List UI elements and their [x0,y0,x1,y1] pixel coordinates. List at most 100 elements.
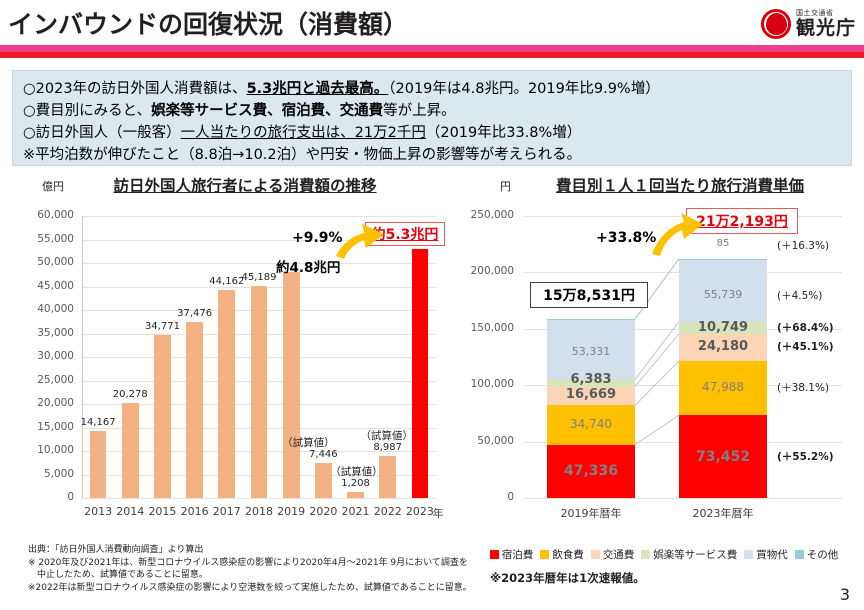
y-axis-tick-label: 50,000 [477,434,514,447]
legend-swatch [794,550,804,559]
growth-arrow-icon [652,213,703,256]
legend-swatch [641,550,651,559]
bar [250,285,268,498]
bar-value-label: 34,771 [144,320,180,332]
source-note-line: ※2022年は新型コロナウイルス感染症の影響により空港数を絞って実施したため、試… [28,582,472,593]
stacked-bar-segment [679,361,767,416]
y-axis-tick-label: 0 [507,491,514,503]
right-chart-panel: 円 費目別１人１回当たり旅行消費単価 0 50,000 100,000 150,000… [456,172,860,600]
gridline [82,216,436,217]
summary-line-1-c: （2019年は4.8兆円。2019年比9.9%増） [388,81,660,97]
gridline [82,263,436,264]
summary-line-1-a: ○2023年の訪日外国人消費額は、 [23,81,247,97]
legend-item: 宿泊費 [489,547,534,562]
stacked-segment-value-label: 85 [716,237,730,249]
left-chart-unit-label: 億円 [42,180,64,193]
y-axis-tick-label: 35,000 [37,326,74,339]
stacked-segment-value-label: 73,452 [695,448,751,465]
bar-value-label: 1,208 [341,478,370,490]
y-axis-tick-label: 250,000 [470,209,514,221]
stacked-bar-segment [679,333,767,361]
y-axis-tick-label: 15,000 [37,420,74,433]
y-axis-tick-label: 50,000 [37,256,74,268]
x-axis-tick-label: 2019 [277,505,306,518]
bar [186,321,203,498]
y-axis-tick-label: 5,000 [43,467,74,480]
legend-label: 交通費 [602,549,635,561]
x-axis-tick-label: 2014 [116,505,145,518]
x-axis-tick-label: 2023 [405,505,434,518]
logo-ministry-label: 国土交通省 [795,9,834,17]
source-note-line: 出典：「訪日外国人消費動向調査」より算出 [28,545,204,555]
bar-value-label: 44,162 [209,276,245,288]
x-axis-tick-label: 2016 [180,505,209,518]
stacked-segment-growth-label: (＋45.1%) [777,341,834,354]
right-chart-legend: 宿泊費 飲食費 交通費 娯楽等サービス費 買物代 その他 [468,547,860,562]
summary-line-3-c: （2019年比33.8%増） [425,125,582,141]
x-axis-tick-label: 2023年暦年 [692,507,754,520]
summary-line-1: ○2023年の訪日外国人消費額は、5.3兆円と過去最高。（2019年は4.8兆円… [23,78,841,100]
stacked-bar-segment [679,258,767,322]
callout-2019-total: 15万8,531円 [530,282,648,308]
legend-label: 宿泊費 [501,549,534,561]
gridline [82,498,436,499]
right-chart-unit-label: 円 [500,180,511,193]
stacked-segment-value-label: 34,740 [570,417,612,431]
x-axis-tick-label: 2018 [244,505,273,518]
stacked-bar-segment [547,319,635,321]
x-axis-tick-label: 2017 [212,505,241,518]
x-axis-unit-label: 年 [432,507,444,520]
x-axis-tick-label: 2015 [148,505,177,518]
stacked-bar-segment [547,405,635,445]
y-axis-line [82,216,83,498]
stacked-segment-growth-label: (＋38.1%) [777,382,830,395]
estimate-note-label: （試算値） [282,437,335,449]
y-axis-tick-label: 150,000 [470,321,514,334]
bar-value-label: 7,446 [309,449,338,460]
callout-2023-total: 21万2,193円 [686,208,798,234]
growth-rate-annotation: +9.9% [292,230,343,246]
stacked-segment-value-label: 47,988 [702,380,744,395]
y-axis-tick-label: 10,000 [37,444,74,456]
bar [314,463,332,498]
summary-line-3-a: ○訪日外国人（一般客） [23,125,181,141]
y-axis-tick-label: 60,000 [37,209,74,221]
stacked-bar-segment [679,258,767,260]
japan-tourism-agency-logo-icon [760,9,791,39]
stacked-segment-value-label: 10,749 [697,319,749,335]
bar-value-label: 8,987 [373,441,403,453]
left-chart-title: 訪日外国人旅行者による消費額の推移 [113,177,377,195]
bar-value-label: 14,167 [80,417,116,429]
legend-swatch [540,550,550,559]
legend-swatch [489,550,499,559]
summary-line-1-b: 5.3兆円と過去最高。 [246,81,389,97]
bar [121,402,139,498]
x-axis-tick-label: 2021 [341,505,370,518]
estimate-note-label: （試算値） [360,429,413,442]
x-axis-tick-label: 2013 [84,505,113,518]
summary-line-3-b: 一人当たりの旅行支出は、21万2千円 [180,125,426,141]
logo-text-group: 国土交通省 観光庁 [796,10,856,38]
slide-header: インバウンドの回復状況（消費額） 国土交通省 観光庁 [0,0,864,47]
legend-item: 娯楽等サービス費 [641,547,737,562]
growth-arrow-icon [336,224,384,259]
stacked-bar-segment [547,379,635,387]
stacked-segment-growth-label: (＋4.5%) [777,290,823,303]
gridline [82,239,436,241]
estimate-note-label: （試算値） [330,466,383,479]
x-axis-tick-label: 2022 [373,505,402,518]
y-axis-tick-label: 55,000 [37,232,74,245]
x-axis-tick-label: 2020 [309,505,338,518]
right-chart-plot: 0 50,000 100,000 150,000 200,000 250,000 47,33… [456,198,860,528]
y-axis-tick-label: 100,000 [470,378,514,391]
summary-box: ○2023年の訪日外国人消費額は、5.3兆円と過去最高。（2019年は4.8兆円… [12,70,852,166]
stacked-segment-value-label: 55,739 [703,288,743,302]
bar-value-label: 45,189 [241,271,277,283]
legend-swatch [590,550,600,559]
legend-item: その他 [794,547,838,562]
legend-label: 飲食費 [552,549,584,561]
summary-line-2-b: 娯楽等サービス費、宿泊費、交通費 [151,103,384,119]
bar [379,455,397,498]
gridline [524,498,842,499]
legend-item: 買物代 [744,547,788,562]
